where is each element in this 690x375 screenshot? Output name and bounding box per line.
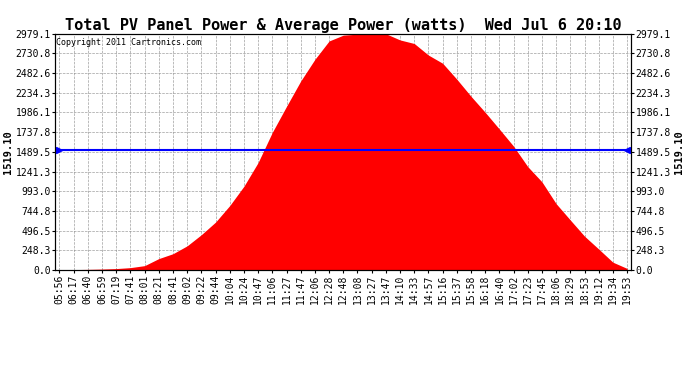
- Y-axis label: 1519.10: 1519.10: [673, 130, 684, 174]
- Title: Total PV Panel Power & Average Power (watts)  Wed Jul 6 20:10: Total PV Panel Power & Average Power (wa…: [65, 18, 622, 33]
- Y-axis label: 1519.10: 1519.10: [3, 130, 13, 174]
- Text: Copyright 2011 Cartronics.com: Copyright 2011 Cartronics.com: [57, 39, 201, 48]
